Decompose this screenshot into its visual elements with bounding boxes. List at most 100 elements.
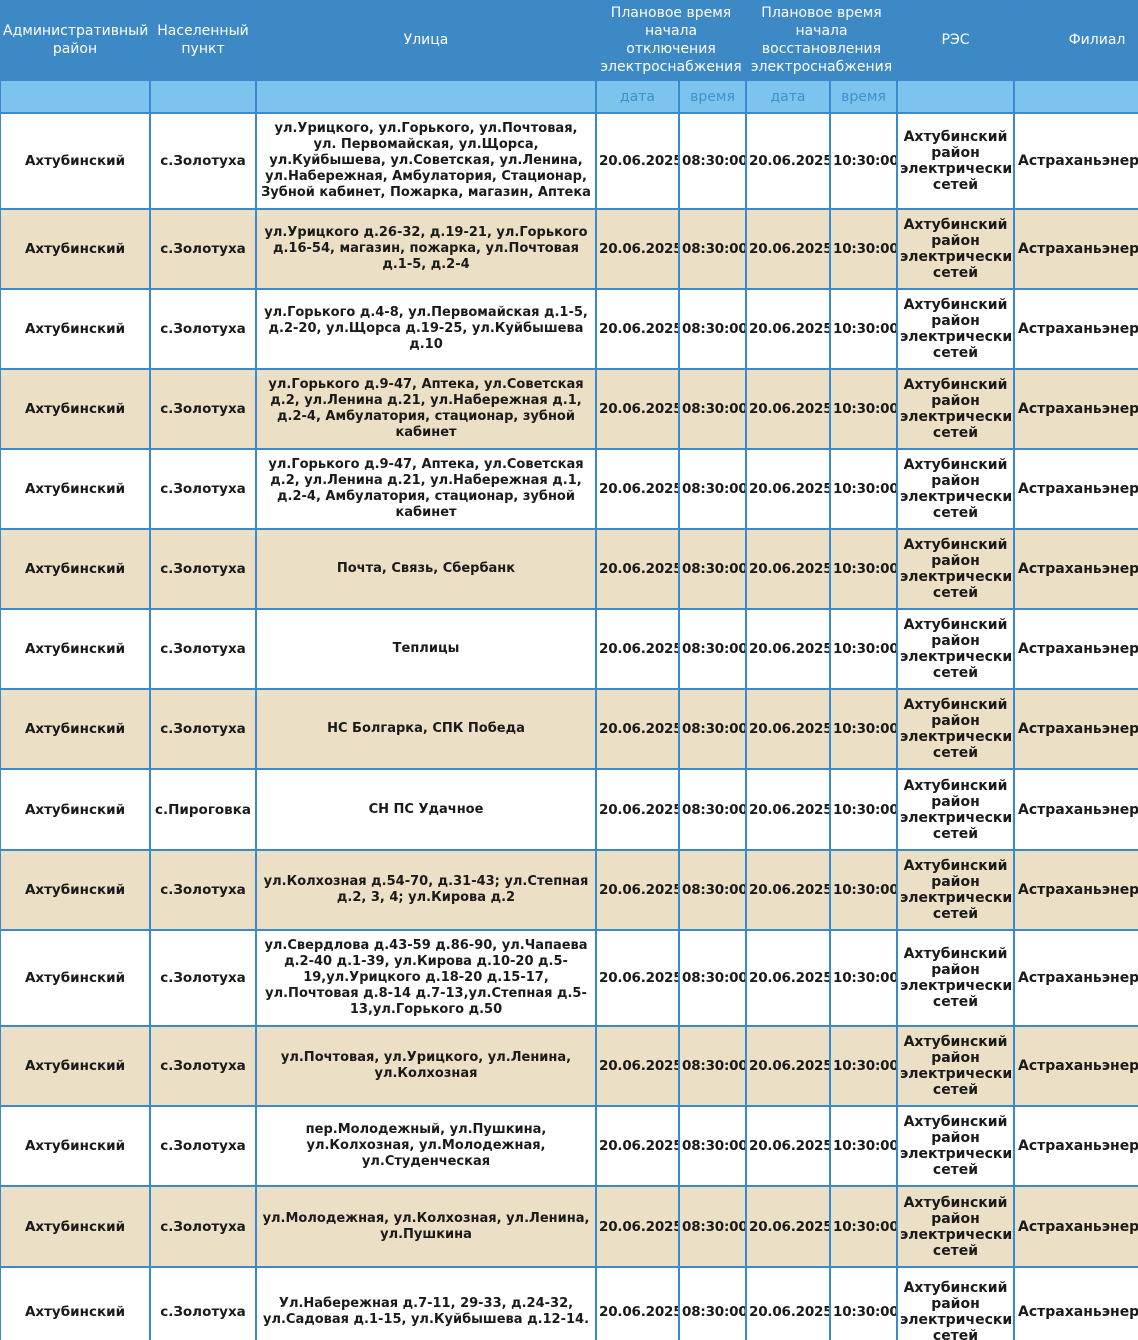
off-date-cell: 20.06.2025 (595, 608, 680, 690)
settlement-cell: с.Золотуха (149, 368, 257, 450)
branch-cell: Астраханьэнерго (1013, 688, 1138, 770)
off-date-cell: 20.06.2025 (595, 929, 680, 1027)
district-cell: Ахтубинский (0, 1185, 151, 1268)
street-cell: ул.Горького д.9-47, Аптека, ул.Советская… (255, 368, 597, 450)
on-time-cell: 10:30:00 (829, 849, 898, 931)
branch-cell: Астраханьэнерго (1013, 368, 1138, 450)
off-time-cell: 08:30:00 (678, 288, 747, 370)
res-cell: Ахтубинский район электрических сетей (896, 368, 1015, 450)
header-cell: Плановое время начала отключения электро… (595, 0, 747, 81)
on-time-cell: 10:30:00 (829, 768, 898, 851)
on-time-cell: 10:30:00 (829, 528, 898, 610)
district-cell: Ахтубинский (0, 288, 151, 370)
table-row: Ахтубинский с.Золотуха ул.Свердлова д.43-5… (0, 929, 1138, 1027)
off-time-cell: 08:30:00 (678, 528, 747, 610)
district-cell: Ахтубинский (0, 1025, 151, 1107)
table-row: Ахтубинский с.Золотуха Ул.Набережная д.7-1… (0, 1266, 1138, 1340)
off-time-cell: 08:30:00 (678, 688, 747, 770)
subheader-cell (0, 79, 151, 114)
header-cell: Филиал (1013, 0, 1138, 81)
branch-cell: Астраханьэнерго (1013, 208, 1138, 290)
street-cell: Теплицы (255, 608, 597, 690)
branch-cell: Астраханьэнерго (1013, 1025, 1138, 1107)
table-row: Ахтубинский с.Золотуха ул.Горького д.9-47,… (0, 448, 1138, 530)
on-time-cell: 10:30:00 (829, 288, 898, 370)
res-cell: Ахтубинский район электрических сетей (896, 608, 1015, 690)
off-date-cell: 20.06.2025 (595, 208, 680, 290)
off-date-cell: 20.06.2025 (595, 1185, 680, 1268)
off-time-cell: 08:30:00 (678, 849, 747, 931)
district-cell: Ахтубинский (0, 608, 151, 690)
street-cell: ул.Почтовая, ул.Урицкого, ул.Ленина, ул.… (255, 1025, 597, 1107)
branch-cell: Астраханьэнерго (1013, 849, 1138, 931)
street-cell: НС Болгарка, СПК Победа (255, 688, 597, 770)
res-cell: Ахтубинский район электрических сетей (896, 929, 1015, 1027)
district-cell: Ахтубинский (0, 1105, 151, 1187)
on-date-cell: 20.06.2025 (745, 528, 831, 610)
settlement-cell: с.Золотуха (149, 688, 257, 770)
off-time-cell: 08:30:00 (678, 368, 747, 450)
street-cell: ул.Горького д.4-8, ул.Первомайская д.1-5… (255, 288, 597, 370)
district-cell: Ахтубинский (0, 368, 151, 450)
on-date-cell: 20.06.2025 (745, 368, 831, 450)
res-cell: Ахтубинский район электрических сетей (896, 768, 1015, 851)
on-date-cell: 20.06.2025 (745, 688, 831, 770)
settlement-cell: с.Золотуха (149, 288, 257, 370)
settlement-cell: с.Золотуха (149, 1105, 257, 1187)
header-cell: Улица (255, 0, 597, 81)
street-cell: Почта, Связь, Сбербанк (255, 528, 597, 610)
on-date-cell: 20.06.2025 (745, 1025, 831, 1107)
street-cell: ул.Свердлова д.43-59 д.86-90, ул.Чапаева… (255, 929, 597, 1027)
off-time-cell: 08:30:00 (678, 1266, 747, 1340)
street-cell: СН ПС Удачное (255, 768, 597, 851)
on-date-cell: 20.06.2025 (745, 112, 831, 210)
branch-cell: Астраханьэнерго (1013, 448, 1138, 530)
subheader-cell (896, 79, 1015, 114)
street-cell: ул.Урицкого, ул.Горького, ул.Почтовая, у… (255, 112, 597, 210)
branch-cell: Астраханьэнерго (1013, 528, 1138, 610)
on-date-cell: 20.06.2025 (745, 929, 831, 1027)
off-date-cell: 20.06.2025 (595, 849, 680, 931)
on-time-cell: 10:30:00 (829, 368, 898, 450)
on-date-cell: 20.06.2025 (745, 1266, 831, 1340)
res-cell: Ахтубинский район электрических сетей (896, 688, 1015, 770)
on-time-cell: 10:30:00 (829, 1105, 898, 1187)
table-row: Ахтубинский с.Золотуха ул.Почтовая, ул.Ури… (0, 1025, 1138, 1107)
on-date-cell: 20.06.2025 (745, 1105, 831, 1187)
res-cell: Ахтубинский район электрических сетей (896, 1266, 1015, 1340)
branch-cell: Астраханьэнерго (1013, 1105, 1138, 1187)
district-cell: Ахтубинский (0, 768, 151, 851)
on-time-cell: 10:30:00 (829, 688, 898, 770)
res-cell: Ахтубинский район электрических сетей (896, 112, 1015, 210)
subheader-cell: время (829, 79, 898, 114)
branch-cell: Астраханьэнерго (1013, 608, 1138, 690)
settlement-cell: с.Золотуха (149, 528, 257, 610)
table-row: Ахтубинский с.Золотуха ул.Урицкого, ул.Гор… (0, 112, 1138, 210)
header-cell: Плановое время начала восстановления эле… (745, 0, 898, 81)
table-row: Ахтубинский с.Золотуха ул.Молодежная, ул.К… (0, 1185, 1138, 1268)
on-time-cell: 10:30:00 (829, 1025, 898, 1107)
on-time-cell: 10:30:00 (829, 1185, 898, 1268)
off-time-cell: 08:30:00 (678, 1025, 747, 1107)
street-cell: ул.Колхозная д.54-70, д.31-43; ул.Степна… (255, 849, 597, 931)
settlement-cell: с.Золотуха (149, 608, 257, 690)
settlement-cell: с.Золотуха (149, 448, 257, 530)
off-date-cell: 20.06.2025 (595, 688, 680, 770)
res-cell: Ахтубинский район электрических сетей (896, 1025, 1015, 1107)
district-cell: Ахтубинский (0, 208, 151, 290)
res-cell: Ахтубинский район электрических сетей (896, 528, 1015, 610)
table-head: Административный район Населенный пункт … (0, 0, 1138, 114)
on-time-cell: 10:30:00 (829, 929, 898, 1027)
branch-cell: Астраханьэнерго (1013, 112, 1138, 210)
header-cell: Административный район (0, 0, 151, 81)
district-cell: Ахтубинский (0, 849, 151, 931)
off-time-cell: 08:30:00 (678, 768, 747, 851)
street-cell: ул.Молодежная, ул.Колхозная, ул.Ленина, … (255, 1185, 597, 1268)
branch-cell: Астраханьэнерго (1013, 288, 1138, 370)
on-date-cell: 20.06.2025 (745, 849, 831, 931)
subheader-cell (149, 79, 257, 114)
settlement-cell: с.Золотуха (149, 1266, 257, 1340)
settlement-cell: с.Золотуха (149, 112, 257, 210)
settlement-cell: с.Золотуха (149, 1025, 257, 1107)
